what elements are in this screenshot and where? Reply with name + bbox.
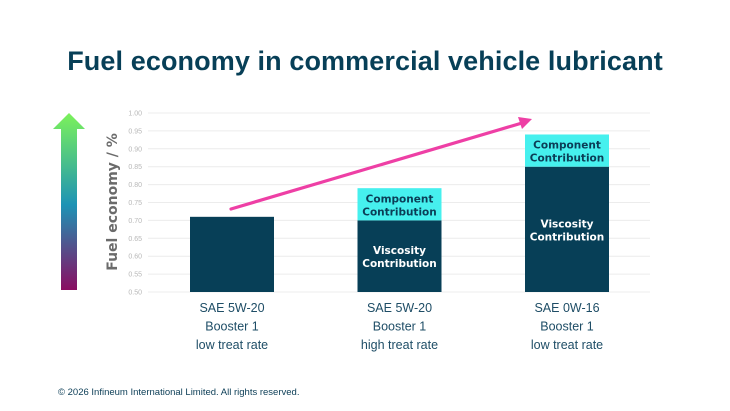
- viscosity-contribution-label: Viscosity: [373, 245, 426, 257]
- x-category-label: high treat rate: [361, 338, 438, 352]
- x-category-label: low treat rate: [196, 338, 268, 352]
- bar-component-contribution: [357, 188, 442, 221]
- improvement-arrow-shape: [53, 113, 85, 290]
- trend-arrow: [229, 117, 532, 211]
- component-contribution-label: Component: [366, 193, 434, 205]
- viscosity-contribution-label: Contribution: [530, 231, 605, 243]
- component-contribution-label: Component: [533, 140, 601, 152]
- copyright-footer: © 2026 Infineum International Limited. A…: [58, 387, 300, 398]
- y-tick-label: 0.60: [128, 254, 142, 261]
- segment-labels: ViscosityContributionComponentContributi…: [362, 140, 604, 271]
- y-tick-label: 0.85: [128, 164, 142, 171]
- y-tick-label: 0.70: [128, 218, 142, 225]
- y-tick-label: 0.95: [128, 128, 142, 135]
- bar-viscosity-contribution: [357, 220, 442, 292]
- bar-component-contribution: [525, 134, 609, 167]
- x-category-label: SAE 5W-20: [199, 301, 264, 315]
- chart-title: Fuel economy in commercial vehicle lubri…: [67, 46, 663, 76]
- y-axis-ticks: 0.50 0.55 0.60 0.65 0.70 0.75 0.80 0.85 0.90 0.95…: [128, 111, 142, 297]
- x-category-label: SAE 0W-16: [534, 301, 599, 315]
- y-tick-label: 0.90: [128, 146, 142, 153]
- viscosity-contribution-label: Viscosity: [541, 218, 594, 230]
- component-contribution-label: Contribution: [362, 206, 437, 218]
- trend-arrow-line: [229, 121, 524, 211]
- x-category-label: Booster 1: [373, 320, 427, 334]
- bars: [190, 134, 609, 292]
- improvement-arrow-icon: [53, 113, 85, 290]
- trend-arrow-head-icon: [518, 117, 532, 129]
- component-contribution-label: Contribution: [530, 153, 605, 165]
- y-tick-label: 0.50: [128, 290, 142, 297]
- category-labels: SAE 5W-20 Booster 1 low treat rate SAE 5W-2…: [196, 301, 603, 352]
- y-tick-label: 0.55: [128, 272, 142, 279]
- x-category-label: Booster 1: [205, 320, 259, 334]
- x-category-label: SAE 5W-20: [367, 301, 432, 315]
- viscosity-contribution-label: Contribution: [362, 258, 437, 270]
- y-tick-label: 0.80: [128, 182, 142, 189]
- bar-viscosity-contribution: [190, 216, 274, 292]
- y-tick-label: 1.00: [128, 111, 142, 118]
- y-tick-label: 0.65: [128, 236, 142, 243]
- y-axis-label: Fuel economy / %: [105, 133, 121, 271]
- bar-viscosity-contribution: [525, 166, 609, 292]
- y-tick-label: 0.75: [128, 200, 142, 207]
- x-category-label: low treat rate: [531, 338, 603, 352]
- x-category-label: Booster 1: [540, 320, 594, 334]
